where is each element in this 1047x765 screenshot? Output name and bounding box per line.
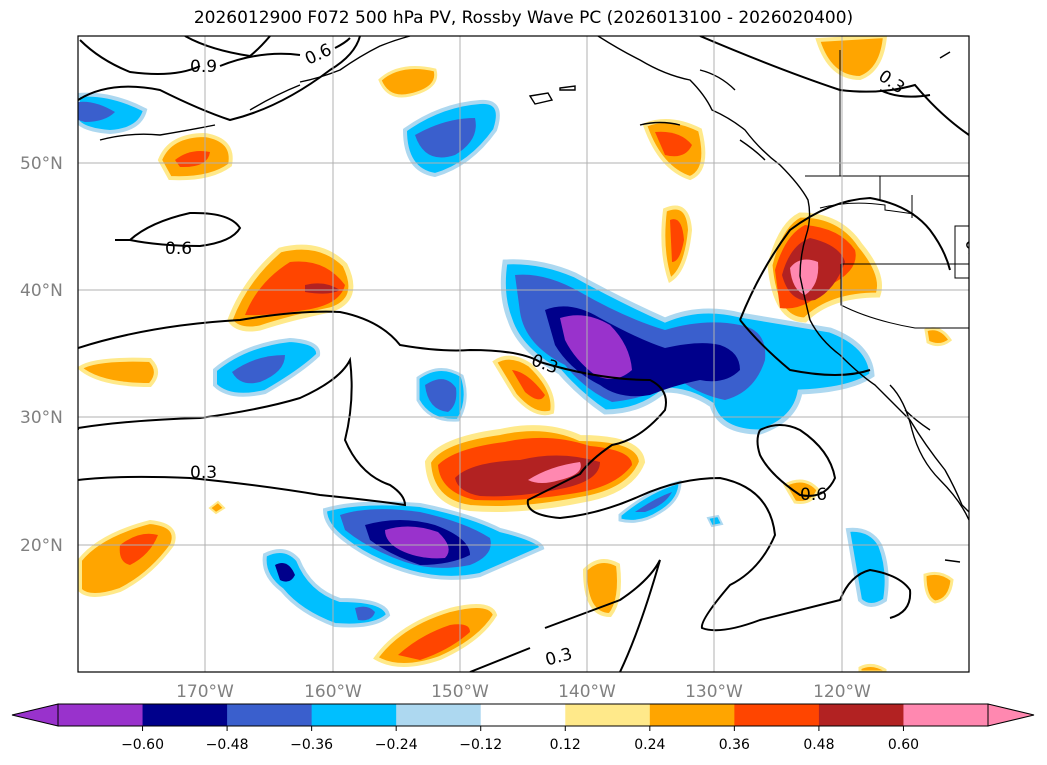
latitude-labels: 50°N 40°N 30°N 20°N [20, 154, 63, 556]
lon-label: 140°W [558, 682, 616, 702]
colorbar-segment [396, 704, 482, 726]
colorbar-ticks: −0.60 −0.48 −0.36 −0.24 −0.12 0.12 0.24 0.36 0.4… [121, 726, 919, 753]
contour-label: 0.6 [165, 239, 192, 259]
colorbar-min-extension [11, 703, 59, 727]
colorbar-tick-label: −0.60 [121, 737, 164, 753]
pv-contours [78, 36, 969, 672]
colorbar-tick-label: 0.48 [803, 737, 834, 753]
lon-label: 150°W [431, 682, 489, 702]
colorbar-segment [818, 704, 904, 726]
map-frame [77, 35, 970, 673]
colorbar-tick-label: 0.12 [550, 737, 581, 753]
colorbar-tick-label: 0.24 [634, 737, 665, 753]
colorbar-segment [311, 704, 397, 726]
colorbar-tick-label: −0.12 [459, 737, 502, 753]
contour-label: 0.3 [960, 237, 986, 268]
contour-label: 0.9 [190, 57, 217, 77]
negative-anomalies [78, 92, 889, 628]
colorbar-segments [58, 704, 989, 726]
colorbar-tick-label: −0.24 [375, 737, 418, 753]
colorbar-tick-label: 0.60 [888, 737, 919, 753]
lon-label: 170°W [176, 682, 234, 702]
colorbar-segment [903, 704, 989, 726]
lat-label: 30°N [20, 408, 63, 428]
contour-label: 0.6 [800, 485, 827, 505]
colorbar-tick-label: −0.36 [290, 737, 333, 753]
longitude-labels: 170°W 160°W 150°W 140°W 130°W 120°W [176, 682, 871, 702]
coastlines [99, 36, 969, 563]
colorbar-tick-label: −0.48 [206, 737, 249, 753]
map-area: 0.9 0.6 0.6 0.3 0.3 0.3 0.3 0.6 0.3 [78, 36, 986, 672]
colorbar: −0.60 −0.48 −0.36 −0.24 −0.12 0.12 0.24 0.36 0.4… [11, 703, 1035, 753]
lat-label: 50°N [20, 154, 63, 174]
colorbar-segment [565, 704, 651, 726]
colorbar-segment [480, 704, 566, 726]
colorbar-segment [142, 704, 228, 726]
colorbar-segment [58, 704, 144, 726]
contour-label: 0.3 [190, 463, 217, 483]
lon-label: 160°W [304, 682, 362, 702]
lat-label: 40°N [20, 281, 63, 301]
lon-label: 120°W [813, 682, 871, 702]
lon-label: 130°W [685, 682, 743, 702]
colorbar-segment [734, 704, 820, 726]
map-title: 2026012900 F072 500 hPa PV, Rossby Wave … [193, 8, 854, 28]
colorbar-segment [649, 704, 735, 726]
positive-anomalies [78, 36, 954, 672]
gridlines [78, 36, 969, 672]
colorbar-segment [227, 704, 313, 726]
colorbar-tick-label: 0.36 [719, 737, 750, 753]
colorbar-max-extension [987, 703, 1035, 727]
lat-label: 20°N [20, 536, 63, 556]
